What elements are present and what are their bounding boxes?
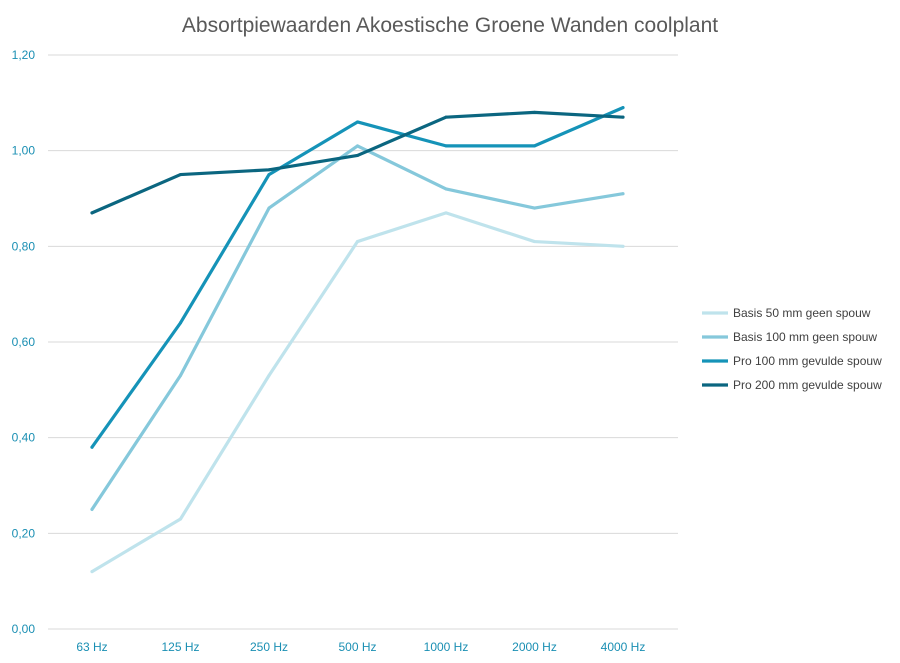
legend-label: Pro 100 mm gevulde spouw [733, 354, 882, 368]
data-point [621, 115, 625, 119]
y-tick-label: 0,20 [12, 526, 36, 540]
y-tick-label: 0,60 [12, 335, 36, 349]
y-tick-label: 1,20 [12, 48, 36, 62]
data-point [90, 445, 94, 449]
series-line-3 [90, 106, 625, 449]
data-point [356, 153, 359, 157]
data-point [356, 240, 359, 244]
data-point [267, 173, 271, 177]
data-point [179, 517, 182, 521]
data-point [444, 187, 448, 191]
data-point [179, 373, 182, 377]
data-point [533, 110, 536, 114]
series-lines [90, 106, 625, 574]
legend-label: Basis 50 mm geen spouw [733, 306, 871, 320]
y-tick-label: 0,40 [12, 431, 36, 445]
data-point [533, 240, 536, 244]
data-point [621, 244, 625, 248]
data-point [90, 507, 94, 511]
series-line-4 [90, 110, 625, 215]
x-axis-ticks: 63 Hz 125 Hz 250 Hz 500 Hz 1000 Hz 2000 Hz 400… [76, 640, 645, 654]
series-line-2 [90, 144, 625, 512]
y-tick-label: 0,00 [12, 622, 36, 636]
chart-title: Absortpiewaarden Akoestische Groene Wand… [181, 14, 719, 37]
legend: Basis 50 mm geen spouw Basis 100 mm geen … [702, 306, 882, 392]
data-point [356, 120, 359, 124]
x-tick-label: 4000 Hz [601, 640, 646, 654]
y-axis-ticks: 0,00 0,20 0,40 0,60 0,80 1,00 1,20 [12, 48, 36, 636]
data-point [90, 570, 94, 574]
legend-label: Pro 200 mm gevulde spouw [733, 378, 882, 392]
y-tick-label: 0,80 [12, 239, 36, 253]
data-point [444, 144, 448, 148]
data-point [179, 321, 182, 325]
data-point [444, 211, 448, 215]
legend-label: Basis 100 mm geen spouw [733, 330, 877, 344]
x-tick-label: 125 Hz [161, 640, 199, 654]
gridlines [48, 54, 678, 630]
data-point [621, 106, 625, 110]
data-point [533, 206, 536, 210]
data-point [267, 206, 271, 210]
data-point [179, 173, 182, 177]
series-line-1 [90, 211, 625, 574]
data-point [444, 115, 448, 119]
data-point [533, 144, 536, 148]
y-tick-label: 1,00 [12, 144, 36, 158]
data-point [621, 192, 625, 196]
x-tick-label: 1000 Hz [424, 640, 469, 654]
x-tick-label: 2000 Hz [512, 640, 557, 654]
x-tick-label: 250 Hz [250, 640, 288, 654]
data-point [356, 144, 359, 148]
x-tick-label: 63 Hz [76, 640, 107, 654]
x-tick-label: 500 Hz [338, 640, 376, 654]
data-point [267, 168, 271, 172]
data-point [90, 211, 94, 215]
data-point [267, 373, 271, 377]
